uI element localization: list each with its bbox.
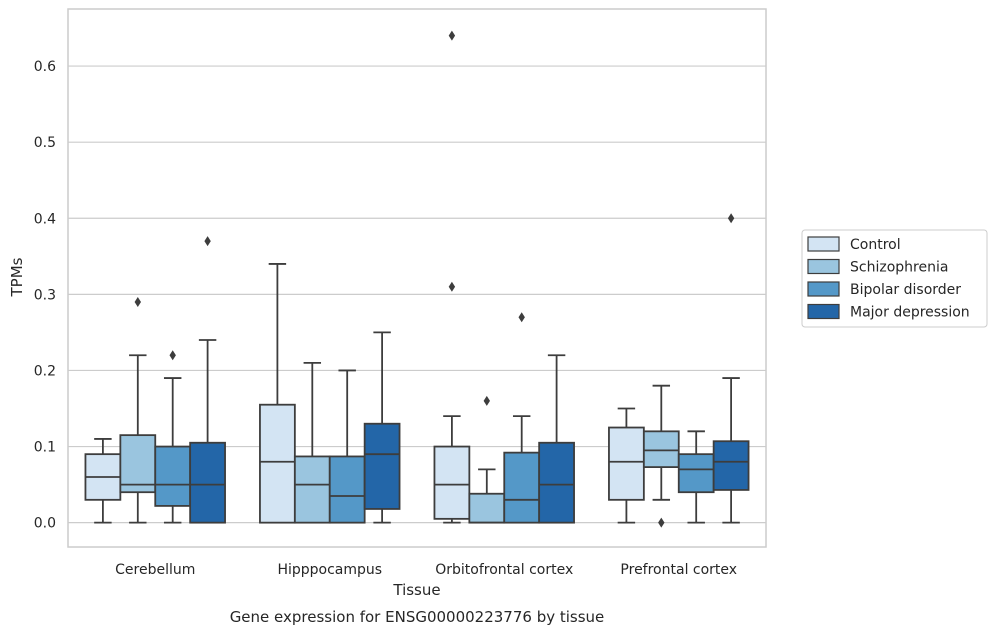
box-group xyxy=(259,263,401,524)
y-tick-label: 0.6 xyxy=(34,59,56,75)
box-body xyxy=(363,422,401,510)
legend-label: Control xyxy=(850,237,901,253)
box-group xyxy=(608,213,750,528)
y-tick-label: 0.2 xyxy=(34,363,56,379)
y-tick-label: 0.5 xyxy=(34,135,56,151)
x-tick-label: Cerebellum xyxy=(115,562,195,578)
box-body xyxy=(433,445,471,520)
outlier-point xyxy=(448,281,456,292)
box xyxy=(84,438,122,524)
outlier-point xyxy=(134,296,141,307)
legend-swatch xyxy=(807,281,840,297)
box-body xyxy=(468,492,506,524)
legend-item: Schizophrenia xyxy=(807,258,948,276)
box xyxy=(712,213,750,524)
box xyxy=(328,369,366,524)
y-tick-label: 0.0 xyxy=(34,516,56,532)
legend-label: Bipolar disorder xyxy=(850,282,961,298)
box-body xyxy=(189,441,226,524)
box xyxy=(642,384,680,528)
box xyxy=(259,263,296,524)
box xyxy=(538,354,575,524)
box xyxy=(503,312,541,524)
x-tick-label: Hipppocampus xyxy=(277,562,382,578)
x-tick-label: Prefrontal cortex xyxy=(620,562,737,578)
outlier-point xyxy=(727,213,735,224)
box xyxy=(608,407,645,524)
legend-item: Bipolar disorder xyxy=(807,281,961,298)
box-body xyxy=(119,434,157,494)
box-groups xyxy=(84,30,750,528)
box xyxy=(468,395,506,524)
legend-label: Schizophrenia xyxy=(850,260,948,276)
box xyxy=(293,361,331,524)
box xyxy=(119,296,157,524)
box-body xyxy=(538,441,575,524)
box-body xyxy=(503,451,541,524)
legend-swatch xyxy=(807,258,840,275)
outlier-point xyxy=(658,517,665,528)
box xyxy=(189,236,226,524)
y-tick-label: 0.1 xyxy=(34,440,56,456)
box-body xyxy=(328,455,366,524)
box xyxy=(363,331,401,524)
box-group xyxy=(433,30,575,524)
legend: Control Schizophrenia Bipolar disorder Majo… xyxy=(801,229,988,328)
box-body xyxy=(259,403,296,524)
outlier-point xyxy=(518,312,525,323)
box-body xyxy=(677,453,715,494)
legend-frame xyxy=(801,229,988,328)
x-axis-label: Tissue xyxy=(392,581,440,599)
y-tick-label: 0.3 xyxy=(34,287,56,303)
legend-label: Major depression xyxy=(850,305,970,321)
box xyxy=(677,430,715,524)
box-group xyxy=(84,236,226,524)
plot-frame xyxy=(67,8,767,548)
legend-swatch xyxy=(807,236,840,252)
box-body xyxy=(608,426,645,501)
y-tick-labels: 0.0 0.1 0.2 0.3 0.4 0.5 0.6 xyxy=(34,59,56,532)
x-tick-labels: Cerebellum Hipppocampus Orbitofrontal cort… xyxy=(115,562,737,578)
chart-caption: Gene expression for ENSG00000223776 by t… xyxy=(230,608,605,626)
box xyxy=(433,30,471,524)
outlier-point xyxy=(483,395,490,406)
legend-item: Major depression xyxy=(807,303,970,321)
outlier-point xyxy=(169,350,176,361)
box-body xyxy=(712,440,750,491)
box-body xyxy=(154,445,192,507)
y-axis-label: TPMs xyxy=(8,257,26,297)
x-tick-label: Orbitofrontal cortex xyxy=(435,562,573,578)
legend-item: Control xyxy=(807,236,901,253)
outlier-point xyxy=(204,236,211,247)
y-tick-label: 0.4 xyxy=(34,211,56,227)
outlier-point xyxy=(448,30,456,41)
box-body xyxy=(642,430,680,468)
legend-swatch xyxy=(807,303,840,320)
box-body xyxy=(293,455,331,524)
